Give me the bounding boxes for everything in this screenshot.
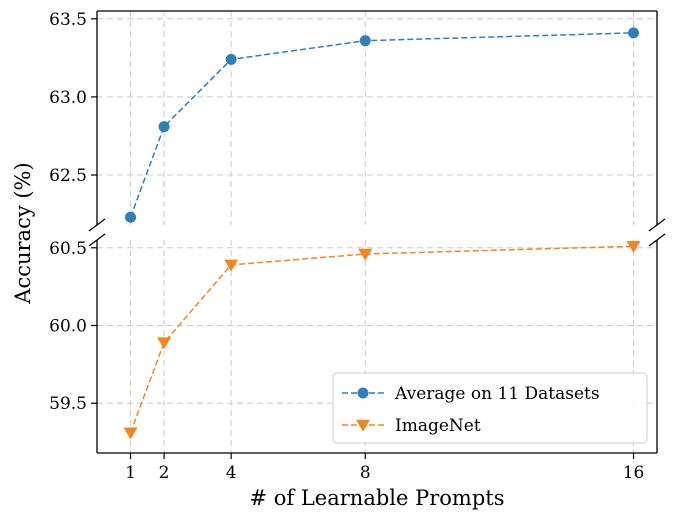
- legend-label: ImageNet: [395, 416, 481, 436]
- y-tick-label: 63.5: [49, 10, 87, 30]
- data-point-2: [224, 259, 239, 272]
- axis-break-mark: [88, 218, 106, 232]
- x-tick-label: 16: [623, 463, 645, 483]
- legend-label: Average on 11 Datasets: [394, 384, 600, 404]
- y-tick-label: 60.0: [49, 317, 87, 337]
- tick-labels: 1 2 4 8 16 62.5 63.0 63.5 59.5 60.0 60.5: [49, 10, 644, 483]
- y-tick-label: 59.5: [49, 394, 87, 414]
- x-tick-label: 8: [360, 463, 371, 483]
- legend-box: [332, 372, 648, 444]
- legend-swatch-marker: [357, 387, 369, 399]
- series: [123, 27, 641, 440]
- data-point-2: [123, 427, 138, 440]
- y-tick-label: 60.5: [49, 239, 87, 259]
- x-tick-label: 1: [125, 463, 136, 483]
- data-point-2: [626, 240, 641, 253]
- legend-swatch-marker: [356, 419, 370, 432]
- axis-break-mark: [648, 218, 666, 232]
- x-axis-label: # of Learnable Prompts: [250, 486, 505, 510]
- y-tick-label: 62.5: [49, 166, 87, 186]
- legend: Average on 11 Datasets ImageNet: [332, 372, 648, 444]
- series-line-1: [129, 32, 634, 218]
- y-tick-label: 63.0: [49, 88, 87, 108]
- x-tick-label: 2: [159, 463, 170, 483]
- data-point-2: [157, 337, 172, 350]
- data-point-1: [225, 53, 237, 65]
- axis-break-mark: [648, 233, 666, 247]
- data-point-1: [125, 211, 137, 223]
- data-point-2: [358, 248, 373, 261]
- data-point-1: [628, 27, 640, 39]
- x-tick-label: 4: [226, 463, 237, 483]
- axis-break-mark: [88, 233, 106, 247]
- axes: [88, 10, 666, 459]
- data-point-1: [359, 35, 371, 47]
- data-point-1: [158, 121, 170, 133]
- grid-lines: [97, 11, 657, 453]
- y-axis-label: Accuracy (%): [11, 162, 35, 304]
